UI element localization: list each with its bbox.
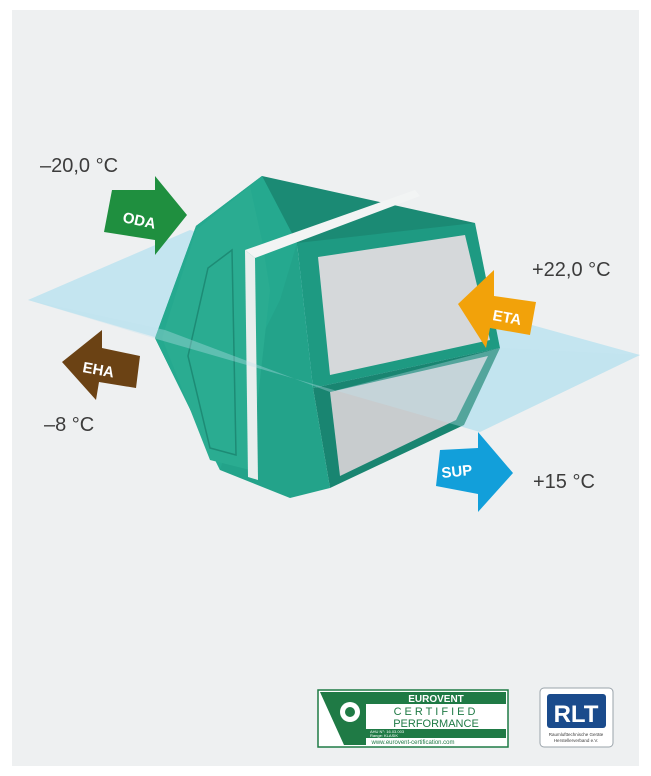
eha-label: EHA [81, 359, 115, 381]
eta-label: ETA [491, 307, 523, 329]
eurovent-logo: EUROVENT CERTIFIED PERFORMANCE AHU N°: 1… [317, 689, 509, 748]
eurovent-ahu-number: AHU N°: 16.03.003 [370, 729, 405, 734]
filter-mesh-lower [330, 356, 488, 476]
eha-temperature: –8 °C [44, 414, 94, 436]
sup-temperature: +15 °C [533, 471, 595, 493]
eurovent-performance: PERFORMANCE [393, 718, 479, 730]
oda-label: ODA [121, 209, 157, 233]
eta-arrow: ETA [458, 270, 536, 348]
rlt-mark: RLT [554, 701, 599, 728]
sup-arrow: SUP [436, 432, 513, 512]
rlt-line2: Herstellerverband e.V. [554, 738, 598, 743]
rlt-line1: Raumlufttechnische Geräte [549, 732, 604, 737]
sup-label: SUP [441, 462, 473, 482]
filter-mesh-upper [318, 235, 490, 375]
eta-temperature: +22,0 °C [532, 259, 611, 281]
heat-exchanger-body [155, 176, 500, 498]
eurovent-range: Range: KLASIK [370, 733, 398, 738]
oda-arrow: ODA [104, 176, 187, 255]
eurovent-url: www.eurovent-certification.com [370, 740, 454, 746]
eurovent-title: EUROVENT [408, 694, 464, 705]
eurovent-certified: CERTIFIED [394, 706, 479, 718]
eha-arrow: EHA [62, 330, 140, 400]
oda-temperature: –20,0 °C [40, 155, 118, 177]
separator-strip [245, 190, 420, 258]
rlt-logo: RLT Raumlufttechnische Geräte Hersteller… [539, 687, 614, 748]
